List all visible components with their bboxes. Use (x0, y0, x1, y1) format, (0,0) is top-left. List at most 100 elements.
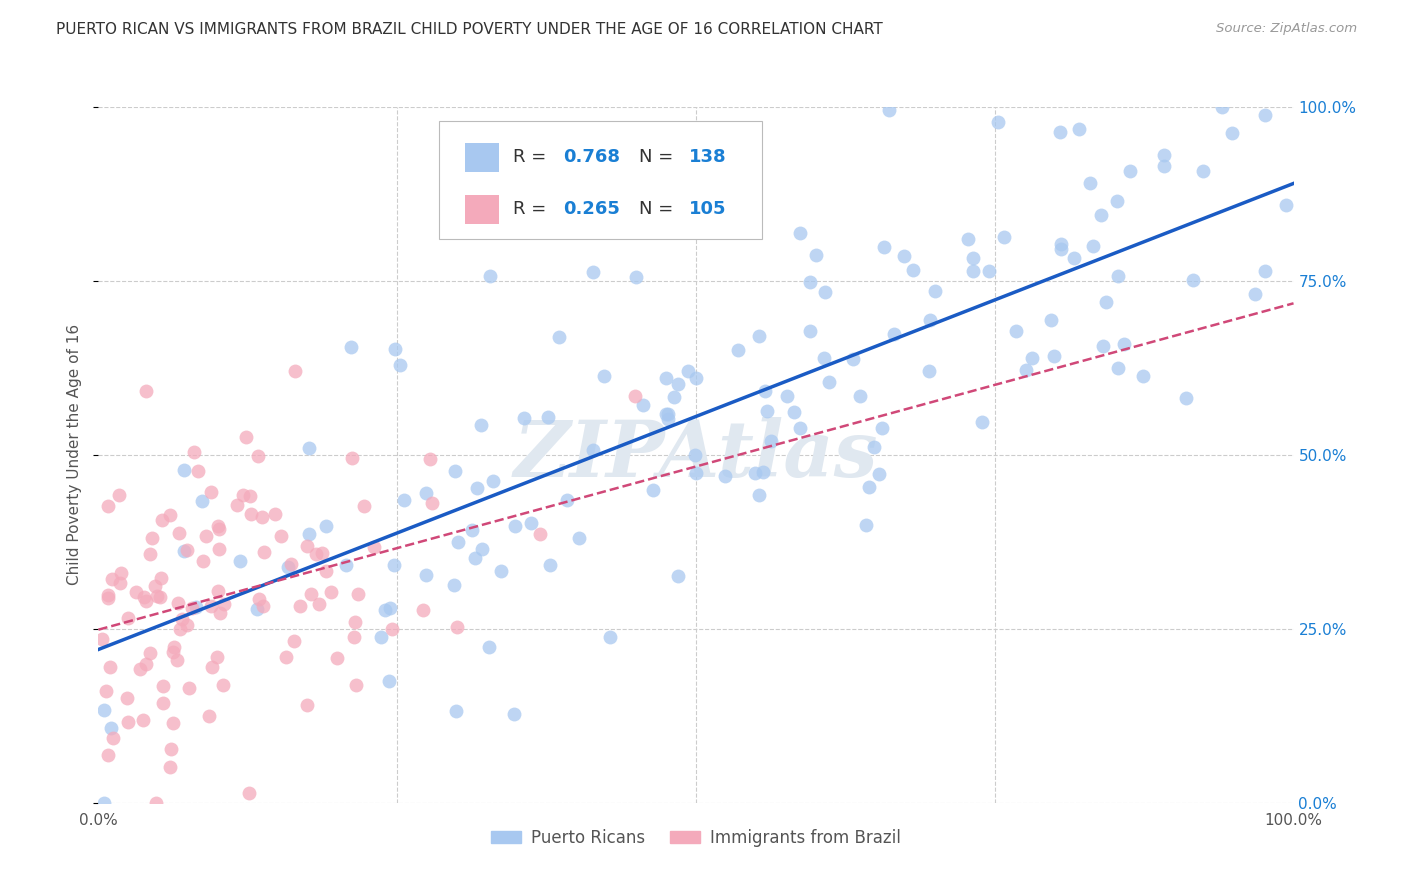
Point (467, 481, 489, 495)
Point (384, 558, 406, 573)
Point (799, 276, 821, 290)
Point (167, 596, 190, 610)
Point (775, 389, 797, 403)
Point (208, 542, 231, 557)
Point (246, 601, 269, 615)
Point (754, 384, 776, 399)
Point (727, 343, 749, 357)
Point (513, 410, 536, 425)
Point (162, 716, 184, 731)
Point (187, 464, 209, 478)
Point (529, 526, 551, 541)
Point (470, 418, 492, 433)
Point (169, 622, 191, 636)
Point (1050, 242, 1073, 256)
Point (270, 529, 292, 543)
Point (1119, 164, 1142, 178)
Point (239, 489, 262, 503)
Point (799, 324, 821, 338)
Point (415, 486, 437, 500)
Point (141, 531, 163, 545)
Point (1254, 264, 1277, 278)
Point (789, 226, 811, 240)
Point (489, 564, 512, 578)
Point (599, 630, 621, 644)
Point (162, 640, 184, 655)
Point (1005, 324, 1028, 338)
Point (924, 284, 946, 298)
Point (326, 651, 349, 665)
Point (582, 265, 605, 279)
Point (159, 760, 181, 774)
Point (858, 480, 880, 494)
Point (789, 421, 811, 435)
Point (1043, 349, 1066, 363)
Point (117, 714, 139, 729)
Point (97, 748, 120, 763)
Point (205, 649, 228, 664)
Point (873, 240, 896, 254)
Text: R =: R = (513, 148, 553, 166)
Point (1078, 176, 1101, 190)
Point (1153, 147, 1175, 161)
Point (883, 326, 905, 341)
Point (201, 659, 224, 673)
Point (460, 523, 482, 537)
Point (162, 645, 184, 659)
Point (184, 599, 207, 614)
Point (295, 540, 318, 554)
Point (624, 389, 647, 403)
Point (253, 545, 276, 559)
Point (232, 488, 254, 502)
Point (117, 611, 139, 625)
Point (339, 340, 361, 354)
Point (668, 376, 690, 391)
Point (1050, 237, 1073, 252)
Text: 105: 105 (689, 201, 727, 219)
Point (1275, 198, 1298, 212)
Point (759, 434, 782, 449)
Point (295, 698, 318, 712)
Text: PUERTO RICAN VS IMMIGRANTS FROM BRAZIL CHILD POVERTY UNDER THE AGE OF 16 CORRELA: PUERTO RICAN VS IMMIGRANTS FROM BRAZIL C… (56, 22, 883, 37)
Point (194, 529, 217, 543)
Point (91, 632, 114, 647)
Point (520, 516, 543, 530)
Point (1067, 122, 1090, 136)
Point (464, 551, 486, 566)
Point (299, 587, 322, 601)
Point (247, 449, 270, 463)
Point (343, 630, 366, 644)
Point (744, 466, 766, 480)
Text: 0.768: 0.768 (564, 148, 620, 166)
Point (1095, 294, 1118, 309)
Point (503, 519, 526, 533)
Point (108, 487, 131, 501)
Point (305, 547, 328, 561)
Point (252, 599, 274, 614)
Point (568, 531, 591, 545)
Point (250, 510, 273, 524)
FancyBboxPatch shape (439, 121, 762, 239)
Point (353, 499, 375, 513)
Point (167, 526, 190, 541)
Point (263, 507, 285, 521)
Point (970, 415, 993, 429)
Point (537, 410, 560, 425)
Point (146, 589, 169, 603)
Point (1107, 269, 1129, 284)
Point (392, 493, 415, 508)
Point (98, 660, 121, 674)
Point (149, 590, 172, 604)
FancyBboxPatch shape (465, 143, 499, 172)
Point (863, 440, 886, 454)
Point (380, 600, 402, 615)
Point (1081, 239, 1104, 253)
Point (657, 407, 679, 421)
Text: N =: N = (638, 148, 679, 166)
Point (1040, 312, 1063, 326)
Point (446, 704, 468, 718)
Point (471, 541, 494, 556)
Point (1105, 194, 1128, 208)
Point (374, 603, 396, 617)
Point (96, 684, 118, 698)
